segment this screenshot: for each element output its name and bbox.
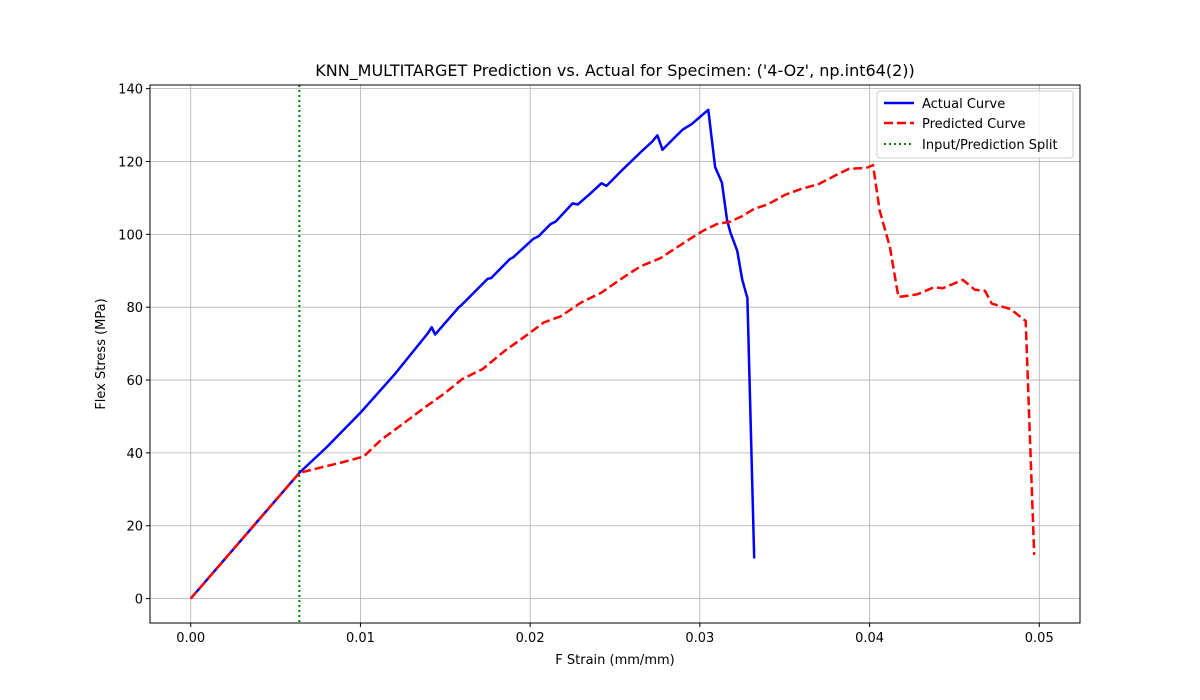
x-tick-label: 0.04 <box>855 631 884 646</box>
x-tick-label: 0.01 <box>346 631 375 646</box>
legend-box <box>876 90 1074 159</box>
axis-ticks: 0.00 0.01 0.02 0.03 0.04 0.05 0 20 40 60 80 100 120 1… <box>118 83 1054 646</box>
y-tick-label: 60 <box>126 374 143 389</box>
series-actual-curve <box>189 108 756 600</box>
legend: Actual Curve Predicted Curve Input/Predi… <box>876 90 1074 159</box>
y-axis-label: Flex Stress (MPa) <box>94 298 109 409</box>
y-tick-label: 120 <box>118 155 143 170</box>
x-tick-label: 0.03 <box>685 631 714 646</box>
y-tick-label: 140 <box>118 83 143 98</box>
y-tick-label: 20 <box>126 520 143 535</box>
plot-frame <box>149 84 1081 624</box>
y-tick-label: 0 <box>135 593 143 608</box>
grid <box>150 85 1080 623</box>
x-tick-label: 0.05 <box>1025 631 1054 646</box>
legend-label-predicted: Predicted Curve <box>922 117 1026 132</box>
y-tick-label: 100 <box>118 228 143 243</box>
y-tick-label: 80 <box>126 301 143 316</box>
x-tick-label: 0.00 <box>176 631 205 646</box>
legend-label-actual: Actual Curve <box>922 97 1005 112</box>
x-tick-label: 0.02 <box>516 631 545 646</box>
chart-title: KNN_MULTITARGET Prediction vs. Actual fo… <box>315 61 915 81</box>
plot-series <box>189 85 1036 623</box>
legend-label-split: Input/Prediction Split <box>922 138 1058 153</box>
y-tick-label: 40 <box>126 447 143 462</box>
x-axis-label: F Strain (mm/mm) <box>555 653 674 668</box>
series-predicted-curve <box>189 163 1036 600</box>
